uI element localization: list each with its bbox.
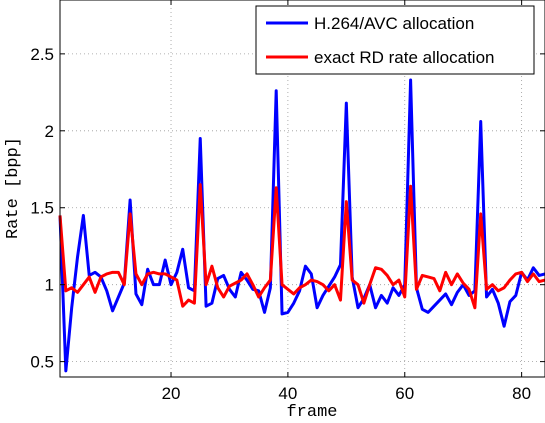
y-axis-label: Rate [bpp] [4,137,23,239]
legend-label-h264: H.264/AVC allocation [314,14,474,33]
plot-frame [59,0,545,378]
h264-allocation-line [58,78,545,373]
axis-ticks: 20 40 60 80 0.5 1 1.5 2 2.5 [30,0,545,403]
series-lines [58,78,545,373]
x-tick-label: 80 [512,384,531,403]
y-tick-label: 1.5 [30,199,54,218]
x-tick-label: 20 [162,384,181,403]
x-axis-label: frame [286,403,337,422]
y-tick-label: 0.5 [30,353,54,372]
exact-rd-allocation-line [58,183,545,310]
x-tick-label: 40 [278,384,297,403]
x-tick-label: 60 [395,384,414,403]
y-tick-label: 2.5 [30,45,54,64]
legend: H.264/AVC allocation exact RD rate alloc… [255,5,535,75]
legend-label-exact-rd: exact RD rate allocation [314,48,494,67]
y-tick-label: 1 [45,276,54,295]
legend-box [255,5,535,75]
y-tick-label: 2 [45,122,54,141]
